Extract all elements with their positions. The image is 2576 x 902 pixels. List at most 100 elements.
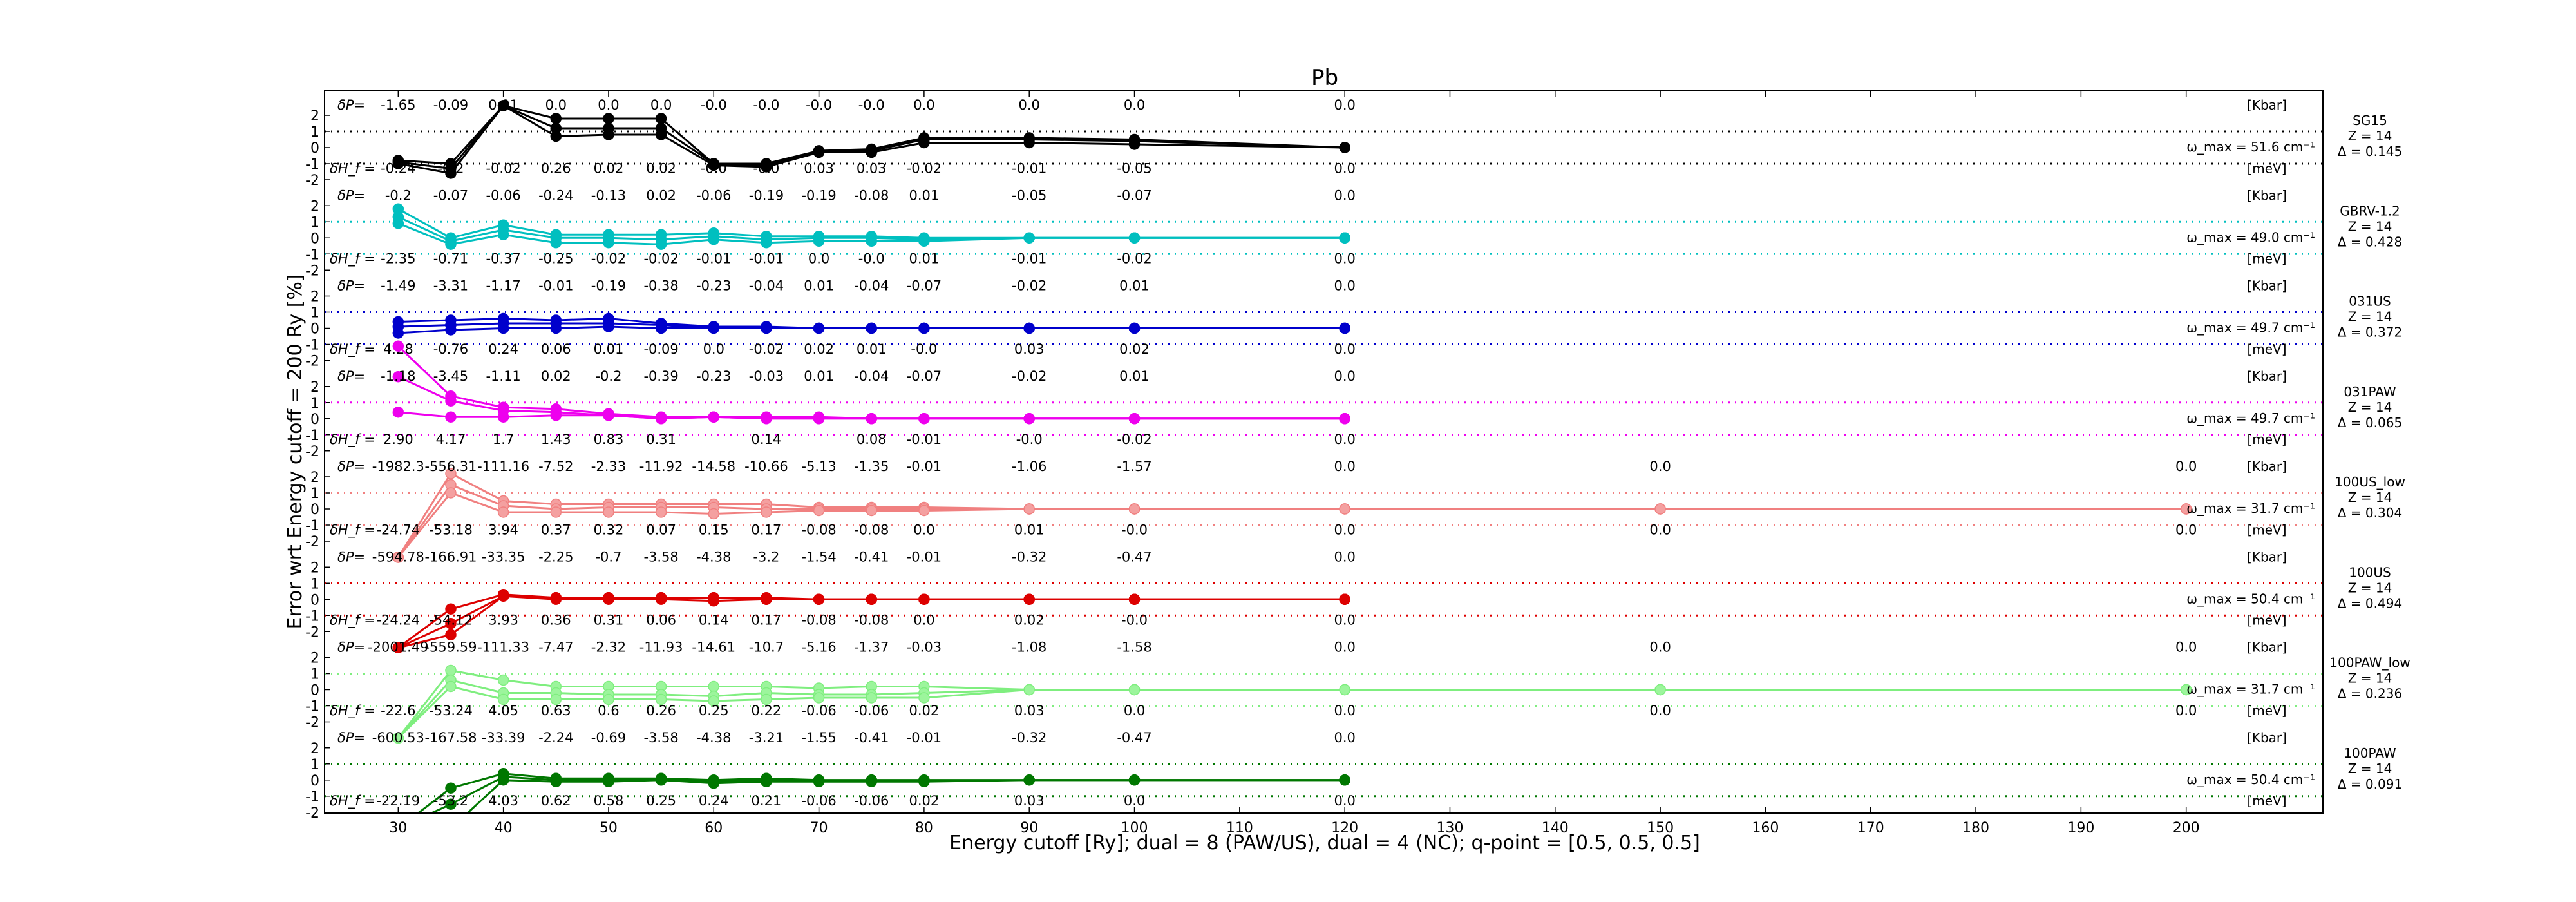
data-point	[708, 159, 720, 171]
dh-value: 0.17	[752, 613, 782, 628]
data-point	[550, 322, 562, 334]
dp-label: δP=	[337, 187, 365, 203]
data-point	[392, 642, 404, 653]
dp-value: 0.01	[488, 97, 518, 113]
series-group	[392, 468, 2192, 563]
dh-value: -0.0	[701, 160, 727, 176]
dp-value: -2.24	[538, 730, 573, 745]
dp-value: 0.0	[1334, 97, 1355, 113]
dh-value: -0.06	[801, 793, 836, 809]
series-line	[397, 492, 2186, 558]
y-tick-label: 0	[310, 773, 319, 789]
dp-value: 0.0	[913, 97, 934, 113]
dp-label: δP=	[337, 97, 365, 113]
dh-value: 0.25	[646, 793, 676, 809]
dh-value: 0.06	[541, 341, 571, 357]
data-point	[1023, 774, 1035, 786]
y-tick-label: 2	[310, 108, 319, 124]
dh-value: -0.01	[696, 251, 731, 267]
dp-value: -0.0	[806, 97, 832, 113]
dh-value: 0.0	[1334, 432, 1355, 447]
dh-value: 0.0	[703, 341, 724, 357]
series-group	[392, 589, 1350, 653]
data-point	[761, 593, 772, 605]
panel-info-line: Δ = 0.428	[2338, 234, 2402, 249]
data-point	[655, 693, 667, 705]
dh-value: 0.01	[857, 341, 887, 357]
dp-value: -7.52	[538, 459, 573, 474]
dp-value: -0.7	[595, 549, 621, 564]
data-point	[603, 237, 614, 249]
data-point	[708, 680, 720, 693]
panels-group: 210-1-2δP= -1.65 -0.09 0.01 0.0 0.0 0.0 -0.0 -0.…	[305, 97, 2410, 821]
dh-value: 0.0	[1124, 703, 1145, 718]
dh-value: 0.26	[541, 160, 571, 176]
dh-value: 0.03	[1014, 341, 1045, 357]
dp-value: -594.78	[372, 549, 424, 564]
data-point	[1023, 503, 1035, 515]
data-point	[1128, 232, 1141, 244]
data-point	[445, 629, 457, 640]
panel-100PAW_low: 210-1-2δP= -2001.49-559.59 -111.33 -7.47 -2.…	[305, 640, 2410, 744]
panel-info-line: Z = 14	[2348, 671, 2392, 686]
omega-annotation: ω_max = 49.7 cm⁻¹	[2186, 410, 2315, 426]
dh-value: -0.06	[854, 793, 889, 809]
series-group	[392, 312, 1350, 339]
data-point	[761, 161, 772, 173]
mev-unit: [meV]	[2247, 793, 2286, 809]
dh-value: 0.03	[857, 160, 887, 176]
series-line	[398, 104, 1345, 175]
mev-unit: [meV]	[2247, 703, 2286, 718]
y-tick-label: -2	[305, 354, 319, 370]
dh-value: -53.2	[433, 793, 468, 809]
data-point	[866, 692, 877, 704]
dp-value: -0.32	[1012, 549, 1046, 564]
dh-value: -22.6	[381, 703, 415, 718]
dh-value: -53.24	[429, 703, 473, 718]
dh-value: -0.0	[858, 251, 885, 267]
y-tick-label: -2	[305, 263, 319, 279]
data-point	[708, 234, 720, 245]
data-point	[813, 235, 825, 247]
dh-value: 0.32	[594, 522, 624, 537]
dp-value: 0.0	[1334, 187, 1355, 203]
y-tick-label: 2	[310, 289, 319, 305]
dp-value: -1.65	[381, 97, 415, 113]
dp-value: 0.0	[545, 97, 567, 113]
panel-GBRV-1.2: 210-1-2 δP= -0.2 -0.07 -0.06 -0.24 -0.13 0.02 -0…	[305, 187, 2402, 279]
data-point	[497, 229, 509, 240]
data-point	[655, 774, 667, 786]
x-tick-label: 100	[1121, 820, 1148, 836]
y-tick-label: 0	[310, 592, 319, 608]
y-tick-label: 1	[310, 486, 319, 502]
dp-value: -33.39	[482, 730, 526, 745]
dp-value: -167.58	[424, 730, 477, 745]
dh-value: 0.0	[913, 613, 934, 628]
panel-info-line: 100US	[2349, 564, 2391, 580]
data-point	[761, 413, 772, 425]
data-point	[445, 324, 457, 336]
dp-value: -0.23	[696, 278, 731, 294]
y-tick-label: 0	[310, 683, 319, 699]
dh-value: -0.05	[1117, 160, 1151, 176]
series-line	[397, 595, 1345, 649]
dp-value: -0.03	[907, 640, 942, 655]
data-point	[918, 322, 930, 334]
data-point	[1128, 684, 1141, 696]
series-line	[397, 222, 1345, 245]
dh-value: 0.31	[594, 613, 624, 628]
dp-value: -0.04	[749, 278, 784, 294]
omega-annotation: ω_max = 50.4 cm⁻¹	[2186, 772, 2315, 787]
dp-value: -0.07	[907, 369, 942, 384]
dp-value: -0.09	[433, 97, 468, 113]
x-tick-label: 200	[2173, 820, 2200, 836]
dp-value: -0.0	[753, 97, 779, 113]
data-point	[813, 593, 825, 605]
data-point	[497, 100, 509, 111]
dp-value: -111.16	[477, 459, 529, 474]
omega-annotation: ω_max = 51.6 cm⁻¹	[2186, 139, 2315, 155]
data-point	[603, 506, 614, 518]
data-point	[1654, 684, 1666, 696]
series-line	[397, 685, 2186, 739]
dp-value: -111.33	[477, 640, 529, 655]
